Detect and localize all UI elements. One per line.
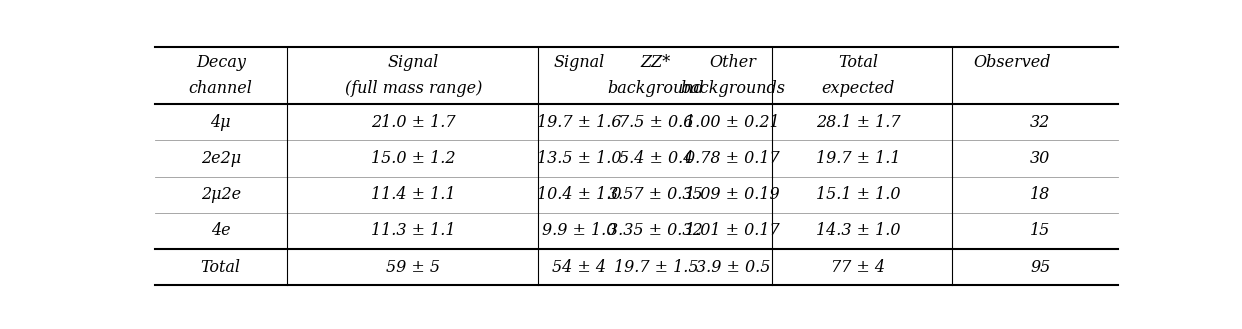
Text: 5.4 ± 0.4: 5.4 ± 0.4: [619, 150, 693, 167]
Text: 11.4 ± 1.1: 11.4 ± 1.1: [371, 186, 456, 203]
Text: backgrounds: backgrounds: [681, 80, 785, 97]
Text: 54 ± 4: 54 ± 4: [551, 259, 606, 276]
Text: 19.7 ± 1.6: 19.7 ± 1.6: [537, 114, 621, 131]
Text: channel: channel: [189, 80, 252, 97]
Text: 1.00 ± 0.21: 1.00 ± 0.21: [686, 114, 780, 131]
Text: ZZ*: ZZ*: [641, 54, 671, 71]
Text: background: background: [607, 80, 704, 97]
Text: 3.57 ± 0.35: 3.57 ± 0.35: [609, 186, 703, 203]
Text: 0.78 ± 0.17: 0.78 ± 0.17: [686, 150, 780, 167]
Text: Decay: Decay: [196, 54, 246, 71]
Text: 10.4 ± 1.0: 10.4 ± 1.0: [537, 186, 621, 203]
Text: expected: expected: [821, 80, 894, 97]
Text: 7.5 ± 0.6: 7.5 ± 0.6: [619, 114, 693, 131]
Text: Signal: Signal: [388, 54, 438, 71]
Text: 28.1 ± 1.7: 28.1 ± 1.7: [816, 114, 900, 131]
Text: 21.0 ± 1.7: 21.0 ± 1.7: [371, 114, 456, 131]
Text: 19.7 ± 1.1: 19.7 ± 1.1: [816, 150, 900, 167]
Text: 2μ2e: 2μ2e: [201, 186, 241, 203]
Text: 4e: 4e: [211, 222, 231, 240]
Text: 15.1 ± 1.0: 15.1 ± 1.0: [816, 186, 900, 203]
Text: 19.7 ± 1.5: 19.7 ± 1.5: [614, 259, 698, 276]
Text: 32: 32: [1030, 114, 1051, 131]
Text: 15: 15: [1030, 222, 1051, 240]
Text: 3.35 ± 0.32: 3.35 ± 0.32: [609, 222, 703, 240]
Text: Observed: Observed: [972, 54, 1051, 71]
Text: 13.5 ± 1.0: 13.5 ± 1.0: [537, 150, 621, 167]
Text: (full mass range): (full mass range): [344, 80, 482, 97]
Text: 9.9 ± 1.0: 9.9 ± 1.0: [542, 222, 616, 240]
Text: Other: Other: [709, 54, 756, 71]
Text: 14.3 ± 1.0: 14.3 ± 1.0: [816, 222, 900, 240]
Text: 2e2μ: 2e2μ: [201, 150, 241, 167]
Text: 30: 30: [1030, 150, 1051, 167]
Text: 1.01 ± 0.17: 1.01 ± 0.17: [686, 222, 780, 240]
Text: 77 ± 4: 77 ± 4: [831, 259, 884, 276]
Text: 95: 95: [1030, 259, 1051, 276]
Text: 15.0 ± 1.2: 15.0 ± 1.2: [371, 150, 456, 167]
Text: 18: 18: [1030, 186, 1051, 203]
Text: 11.3 ± 1.1: 11.3 ± 1.1: [371, 222, 456, 240]
Text: Signal: Signal: [553, 54, 605, 71]
Text: 4μ: 4μ: [210, 114, 231, 131]
Text: 59 ± 5: 59 ± 5: [386, 259, 440, 276]
Text: 1.09 ± 0.19: 1.09 ± 0.19: [686, 186, 780, 203]
Text: 3.9 ± 0.5: 3.9 ± 0.5: [696, 259, 770, 276]
Text: Total: Total: [201, 259, 241, 276]
Text: Total: Total: [838, 54, 878, 71]
